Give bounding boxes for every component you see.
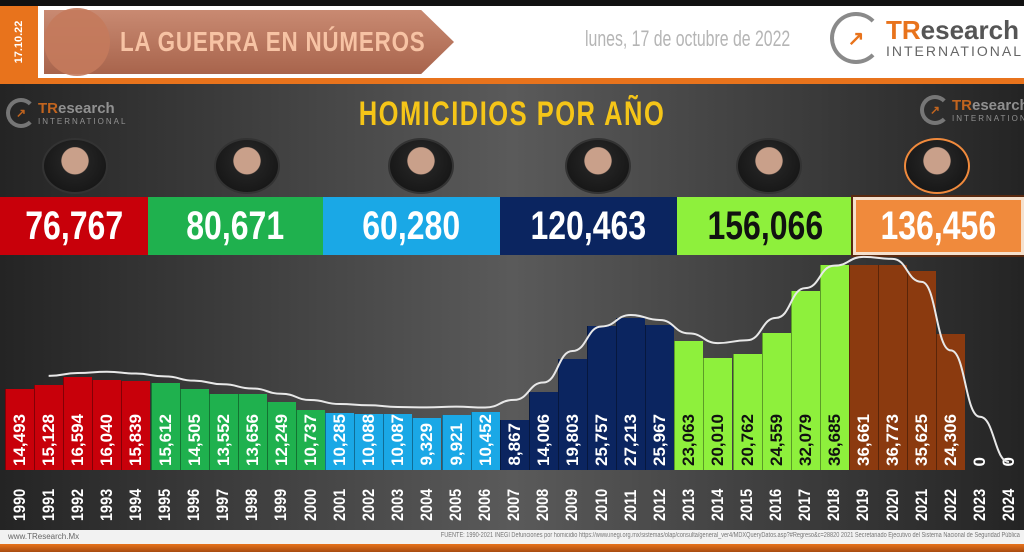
trend-line <box>48 255 1010 463</box>
bar-2000: 10,737 <box>296 410 326 470</box>
date-tab: 17.10.22 <box>0 6 38 78</box>
tresearch-logo-right: ↗ TResearch INTERNATIONAL <box>920 95 1024 125</box>
president-total-6: 136,456 <box>851 195 1024 257</box>
logo-mark-icon: ↗ <box>6 98 36 128</box>
president-total-value: 156,066 <box>707 203 823 248</box>
president-total-value: 80,671 <box>186 203 285 248</box>
chart-title: HOMICIDIOS POR AÑO <box>358 95 666 133</box>
bar-1996: 14,505 <box>179 388 209 470</box>
logo-brand-b: esearch <box>972 97 1024 114</box>
bar-chart: 14,493 15,128 16,594 16,040 15,839 15,612 14,5… <box>0 84 1024 540</box>
bottom-bar <box>0 544 1024 552</box>
tresearch-logo: ↗ TResearch INTERNATIONAL <box>830 12 1023 64</box>
bar-2018: 36,685 <box>819 265 849 470</box>
logo-mark-icon: ↗ <box>830 12 882 64</box>
bar-2016: 24,559 <box>761 332 791 470</box>
president-total-2: 80,671 <box>148 197 323 255</box>
logo-mark-icon: ↗ <box>920 95 950 125</box>
logo-sub: INTERNATIONAL <box>886 43 1023 59</box>
footer-source: FUENTE: 1990-2021 INEGI Defunciones por … <box>440 532 1020 539</box>
date-tab-text: 17.10.22 <box>13 20 25 64</box>
president-photo-1 <box>42 138 108 194</box>
date-text: lunes, 17 de octubre de 2022 <box>585 26 791 51</box>
logo-brand-a: TR <box>886 15 921 45</box>
bar-2003: 10,087 <box>383 413 413 470</box>
president-photo-4 <box>565 138 631 194</box>
bar-2021: 35,625 <box>907 270 937 470</box>
bar-1999: 12,249 <box>266 401 296 470</box>
logo-brand-b: esearch <box>920 15 1019 45</box>
president-photo-5 <box>736 138 802 194</box>
bar-1998: 13,656 <box>237 393 267 470</box>
bar-2004: 9,329 <box>412 417 442 470</box>
trend-line-path <box>48 255 1010 463</box>
orange-divider <box>0 78 1024 84</box>
president-total-3: 60,280 <box>323 197 500 255</box>
footer-website: www.TResearch.Mx <box>8 532 80 541</box>
president-total-5: 156,066 <box>677 197 853 255</box>
president-photo-3 <box>388 138 454 194</box>
logo-brand-b: esearch <box>58 100 115 117</box>
bar-2006: 10,452 <box>470 411 500 470</box>
president-total-4: 120,463 <box>500 197 677 255</box>
president-total-value: 76,767 <box>25 203 123 248</box>
logo-brand-a: TR <box>38 100 58 117</box>
president-photo-6 <box>904 138 970 194</box>
bar-2009: 19,803 <box>557 359 587 470</box>
bar-1995: 15,612 <box>150 382 180 470</box>
president-total-value: 136,456 <box>880 203 997 248</box>
logo-sub: INTERNATIONAL <box>952 114 1024 123</box>
bar-2017: 32,079 <box>790 290 820 470</box>
bar-2002: 10,088 <box>354 413 384 470</box>
logo-brand-a: TR <box>952 97 972 114</box>
bar-1994: 15,839 <box>121 381 151 470</box>
bar-2015: 20,762 <box>732 353 762 470</box>
bar-1997: 13,552 <box>208 394 238 470</box>
bar-1992: 16,594 <box>63 377 93 470</box>
title-banner <box>44 10 454 74</box>
bar-2022: 24,306 <box>936 334 966 470</box>
bar-2011: 27,213 <box>616 317 646 470</box>
bar-2014: 20,010 <box>703 358 733 470</box>
bar-1990: 14,493 <box>5 389 35 470</box>
bar-2005: 9,921 <box>441 414 471 470</box>
logo-sub: INTERNATIONAL <box>38 117 128 126</box>
tresearch-logo-left: ↗ TResearch INTERNATIONAL <box>6 98 127 128</box>
bar-2010: 25,757 <box>587 326 617 470</box>
bar-2008: 14,006 <box>528 391 558 470</box>
footer: www.TResearch.Mx FUENTE: 1990-2021 INEGI… <box>0 530 1024 544</box>
president-total-1: 76,767 <box>0 197 148 255</box>
president-total-value: 120,463 <box>530 203 647 248</box>
top-strip <box>0 0 1024 6</box>
president-total-value: 60,280 <box>362 203 461 248</box>
bar-1993: 16,040 <box>92 380 122 470</box>
president-photo-2 <box>214 138 280 194</box>
bar-2019: 36,661 <box>848 265 878 470</box>
bar-2012: 25,967 <box>645 324 675 470</box>
bar-1991: 15,128 <box>34 385 64 470</box>
bar-2020: 36,773 <box>878 264 908 470</box>
bar-2001: 10,285 <box>325 412 355 470</box>
bar-2007: 8,867 <box>499 420 529 470</box>
bar-2013: 23,063 <box>674 341 704 470</box>
mexico-map-icon <box>44 8 110 76</box>
banner-title: LA GUERRA EN NÚMEROS <box>120 26 426 57</box>
